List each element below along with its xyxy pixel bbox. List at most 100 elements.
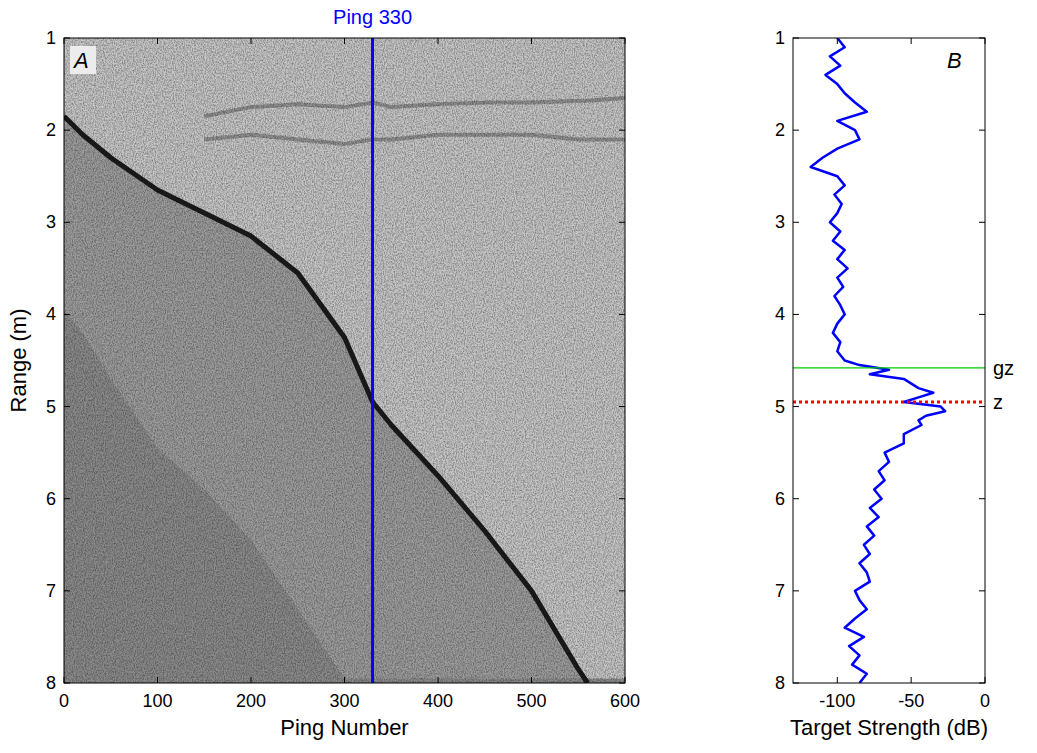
tick	[64, 130, 70, 131]
tick	[157, 38, 158, 44]
tick	[344, 38, 345, 44]
frame	[793, 38, 985, 683]
tick	[793, 590, 799, 591]
reference-label: z	[993, 391, 1003, 413]
tick-label: 0	[59, 691, 69, 711]
panel-letter: A	[72, 48, 89, 73]
tick	[64, 314, 70, 315]
tick	[157, 677, 158, 683]
reference-label: gz	[993, 357, 1014, 379]
texture	[64, 38, 625, 683]
tick-label: 2	[775, 120, 785, 140]
tick	[64, 406, 70, 407]
tick	[619, 406, 625, 407]
tick	[64, 590, 70, 591]
tick	[793, 406, 799, 407]
tick	[619, 498, 625, 499]
tick	[64, 38, 70, 39]
panel: 0 100 200 300 400 500 600 1 2 3 4 5 6 7 8 Ping Number Ra…	[6, 6, 640, 740]
tick	[531, 38, 532, 44]
tick	[793, 222, 799, 223]
x-axis-title: Ping Number	[280, 715, 408, 740]
tick	[625, 677, 626, 683]
tick	[837, 38, 838, 44]
tick	[64, 677, 65, 683]
tick-label: 100	[142, 691, 172, 711]
tick-label: 7	[46, 581, 56, 601]
y-axis-title: Range (m)	[6, 309, 31, 413]
tick	[438, 677, 439, 683]
tick-label: 7	[775, 581, 785, 601]
tick	[979, 222, 985, 223]
tick-label: 6	[46, 489, 56, 509]
x-axis-title: Target Strength (dB)	[790, 715, 988, 740]
annotation-line	[371, 38, 374, 683]
tick	[251, 38, 252, 44]
plot-background	[793, 38, 985, 683]
echogram-background	[64, 38, 625, 683]
tick	[619, 314, 625, 315]
tick	[619, 590, 625, 591]
label-patch	[70, 46, 96, 74]
plot-area	[793, 38, 985, 683]
tick	[793, 130, 799, 131]
tick	[985, 38, 986, 44]
tick	[64, 222, 70, 223]
tick	[64, 683, 70, 684]
plot-area	[64, 38, 625, 683]
tick-label: 2	[46, 120, 56, 140]
line	[811, 38, 945, 683]
reference-line	[793, 400, 985, 403]
tick	[793, 38, 799, 39]
tick-label: 1	[775, 28, 785, 48]
tick-label: 0	[980, 691, 990, 711]
tick	[619, 222, 625, 223]
tick	[619, 38, 625, 39]
panel: -100 -50 0 1 2 3 4 5 6 7 8 Target Strength (dB) gz z B	[775, 28, 1014, 740]
tick	[793, 498, 799, 499]
tick	[793, 314, 799, 315]
tick	[438, 38, 439, 44]
tick	[64, 498, 70, 499]
tick	[979, 38, 985, 39]
tick-label: -50	[898, 691, 924, 711]
tick-label: 1	[46, 28, 56, 48]
tick-label: 500	[516, 691, 546, 711]
tick-label: 5	[775, 397, 785, 417]
tick	[979, 590, 985, 591]
tick-label: 600	[610, 691, 640, 711]
tick-label: 8	[775, 673, 785, 693]
tick-label: -100	[819, 691, 855, 711]
tick	[911, 38, 912, 44]
tick-label: 200	[236, 691, 266, 711]
tick	[985, 677, 986, 683]
tick-label: 3	[775, 212, 785, 232]
tick-label: 400	[423, 691, 453, 711]
tick	[619, 683, 625, 684]
tick	[979, 314, 985, 315]
tick	[625, 38, 626, 44]
tick	[344, 677, 345, 683]
annotation-label: Ping 330	[333, 6, 412, 28]
tick-label: 300	[329, 691, 359, 711]
tick-label: 3	[46, 212, 56, 232]
tick-label: 5	[46, 397, 56, 417]
tick	[979, 498, 985, 499]
reference-line	[793, 367, 985, 368]
tick	[531, 677, 532, 683]
tick-label: 6	[775, 489, 785, 509]
tick	[911, 677, 912, 683]
frame	[64, 38, 625, 683]
tick-label: 4	[46, 304, 56, 324]
tick	[619, 130, 625, 131]
tick-label: 4	[775, 304, 785, 324]
tick-label: 8	[46, 673, 56, 693]
tick	[251, 677, 252, 683]
tick	[979, 406, 985, 407]
tick	[793, 683, 799, 684]
panel-letter: B	[947, 48, 962, 73]
tick	[837, 677, 838, 683]
tick	[979, 683, 985, 684]
tick	[64, 38, 65, 44]
tick	[979, 130, 985, 131]
